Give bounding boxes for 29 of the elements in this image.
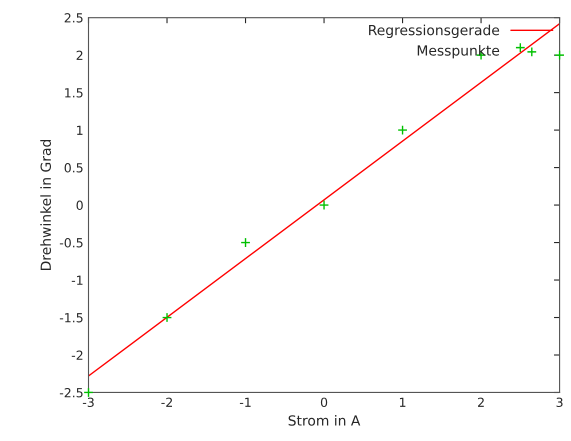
y-tick-label: 0.5 <box>64 163 83 173</box>
point <box>83 387 94 398</box>
x-tick-label: 0 <box>320 398 328 408</box>
x-tick-label: 1 <box>400 398 406 407</box>
x-tick-label: 3 <box>556 398 563 408</box>
x-tick-label: -3 <box>82 398 94 408</box>
legend-label: Messpunkte <box>418 44 500 58</box>
point <box>554 50 565 60</box>
y-tick-label: 1.5 <box>65 88 83 98</box>
y-tick-label: -1 <box>72 276 82 285</box>
y-tick-label: 2.5 <box>64 13 83 23</box>
point <box>397 125 408 136</box>
point <box>515 42 526 53</box>
x-tick-label: 2 <box>478 398 484 407</box>
legend-label: Regressionsgerade <box>369 24 500 38</box>
y-tick-label: 1 <box>77 126 82 135</box>
y-tick-label: 0 <box>76 200 83 210</box>
y-tick-label: -2.5 <box>60 388 83 398</box>
point <box>162 312 172 323</box>
y-tick-label: -1.5 <box>60 313 83 322</box>
y-axis-title: Drehwinkel in Grad <box>40 140 52 270</box>
x-axis-title: Strom in A <box>288 415 360 426</box>
y-tick-label: 2 <box>76 50 82 60</box>
point <box>318 200 330 210</box>
x-tick-label: -2 <box>161 398 172 407</box>
y-tick-label: -0.5 <box>60 238 83 248</box>
y-tick-label: -2 <box>72 350 82 360</box>
x-tick-label: -1 <box>240 398 251 407</box>
point <box>240 237 251 248</box>
